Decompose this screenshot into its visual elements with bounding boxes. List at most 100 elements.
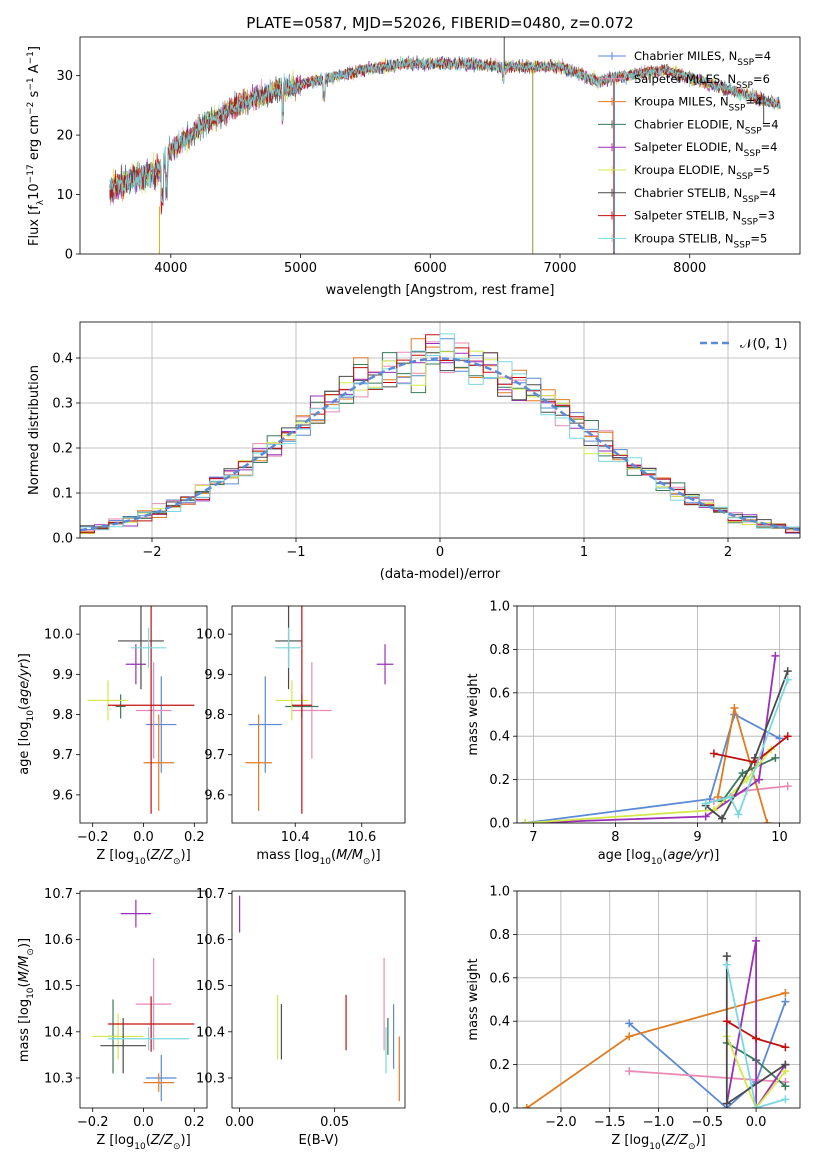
x-tick-label: −1.5	[594, 1115, 626, 1130]
y-tick-label: 10.7	[44, 887, 73, 902]
legend-label: Kroupa ELODIE, NSSP=5	[634, 163, 770, 182]
y-tick-label: 0	[65, 248, 73, 263]
x-tick-label: −0.2	[77, 1115, 109, 1130]
weight-marker	[701, 812, 710, 821]
weight-marker	[625, 1032, 634, 1041]
weight-marker	[625, 1067, 634, 1076]
y-axis-label: mass weight	[466, 673, 481, 755]
weight-marker	[781, 997, 790, 1006]
y-tick-label: 0.0	[52, 532, 73, 547]
y-axis-label: Flux [fλ10−17 erg cm−2 s−1 A−1]	[26, 46, 46, 246]
x-tick-label: 0.0	[746, 1115, 767, 1130]
spectrum-lines	[109, 37, 781, 254]
x-tick-label: −1.0	[643, 1115, 675, 1130]
x-tick-label: −2	[142, 545, 161, 560]
x-tick-label: −0.5	[692, 1115, 724, 1130]
weight-marker	[722, 952, 731, 961]
x-tick-label: 0	[436, 545, 444, 560]
y-axis-label: Normed distribution	[27, 365, 42, 495]
axes-frame	[231, 890, 406, 1109]
y-tick-label: 10.0	[44, 628, 73, 643]
x-tick-label: 0.05	[320, 1115, 349, 1130]
data-point	[118, 606, 164, 690]
y-tick-label: 1.0	[489, 600, 510, 615]
y-tick-label: 0.8	[489, 643, 510, 658]
legend: 𝒩(0, 1)	[700, 337, 787, 352]
weight-marker	[734, 810, 743, 819]
data-point	[107, 996, 195, 1052]
x-axis-label: age [log10(age/yr)]	[598, 848, 720, 867]
weight-marker	[775, 734, 784, 743]
weight-series-line	[725, 964, 786, 1108]
data-point	[100, 1017, 147, 1074]
data-point	[135, 662, 172, 759]
y-tick-label: 9.8	[204, 708, 225, 723]
axes-frame	[79, 321, 801, 539]
data-point	[115, 694, 126, 719]
weight-marker	[722, 1099, 731, 1108]
y-tick-label: 0.4	[52, 352, 73, 367]
x-tick-label: −2.0	[545, 1115, 577, 1130]
weight-series-line	[629, 1070, 786, 1083]
y-tick-label: 10.3	[44, 1071, 73, 1086]
axes-spectrum: 4000 5000 6000 7000 8000 0 10 20 30 Chabrier MILE…	[26, 14, 801, 298]
data-point	[107, 606, 195, 814]
gaussian-curve	[80, 357, 800, 532]
legend: Chabrier MILES, NSSP=4 Salpeter MILES, NS…	[598, 49, 779, 250]
x-tick-label: 5000	[284, 261, 317, 276]
x-axis-label: (data-model)/error	[380, 567, 501, 582]
weight-lines	[521, 651, 792, 823]
axes-age-vs-mass: 10.4 10.6 9.6 9.7 9.8 9.9 10.0 mass [log10(M/M⊙…	[196, 605, 406, 867]
data-point	[107, 1027, 190, 1051]
axes-mass-weight-vs-age: 7 8 9 10 0.0 0.2 0.4 0.6 0.8 1.0 age [log10(age/yr…	[466, 600, 801, 867]
weight-marker	[781, 988, 790, 997]
data-point	[248, 676, 282, 773]
weight-marker	[781, 1060, 790, 1069]
y-tick-label: 9.7	[52, 748, 73, 763]
data-point	[291, 606, 312, 814]
x-tick-label: 2	[724, 545, 732, 560]
legend-label: Salpeter MILES, NSSP=6	[634, 72, 770, 91]
y-tick-label: 0.2	[52, 442, 73, 457]
y-tick-label: 0.0	[489, 1102, 510, 1117]
y-tick-label: 0.3	[52, 397, 73, 412]
x-tick-label: −1	[286, 545, 305, 560]
data-point	[143, 1073, 174, 1092]
data-point	[146, 1054, 177, 1102]
legend-label: Salpeter STELIB, NSSP=3	[634, 209, 775, 228]
x-tick-label: 0.2	[184, 830, 205, 845]
y-tick-label: 10.3	[196, 1071, 225, 1086]
y-tick-label: 0.6	[489, 686, 510, 701]
x-tick-label: 8000	[673, 261, 706, 276]
x-tick-label: 0.0	[133, 830, 154, 845]
weight-series-line	[525, 748, 772, 823]
y-tick-label: 0.8	[489, 928, 510, 943]
histogram-step	[80, 333, 800, 533]
y-tick-label: 0.6	[489, 971, 510, 986]
error-bars	[92, 899, 195, 1102]
weight-marker	[781, 1095, 790, 1104]
weight-marker	[752, 936, 761, 945]
y-tick-label: 9.9	[204, 668, 225, 683]
weight-marker	[722, 960, 731, 969]
weight-marker	[771, 651, 780, 660]
x-axis-label: wavelength [Angstrom, rest frame]	[326, 283, 555, 298]
y-tick-label: 1.0	[489, 885, 510, 900]
x-tick-label: 7	[529, 830, 537, 845]
y-axis-label: mass [log10(M/M⊙)]	[17, 938, 36, 1062]
legend-label: Chabrier ELODIE, NSSP=4	[634, 117, 779, 136]
error-bars	[87, 606, 195, 814]
y-tick-label: 10.6	[44, 933, 73, 948]
data-point	[120, 899, 152, 928]
x-axis-label: Z [log10(Z/Z⊙)]	[96, 848, 190, 867]
weight-marker	[754, 775, 763, 784]
y-tick-label: 9.8	[52, 708, 73, 723]
weight-lines	[522, 936, 790, 1108]
x-tick-label: 0.0	[133, 1115, 154, 1130]
weight-marker	[752, 1034, 761, 1043]
weight-marker	[781, 1082, 790, 1091]
data-point	[143, 714, 174, 811]
axes-frame	[79, 36, 801, 255]
x-tick-label: 10.6	[347, 830, 376, 845]
